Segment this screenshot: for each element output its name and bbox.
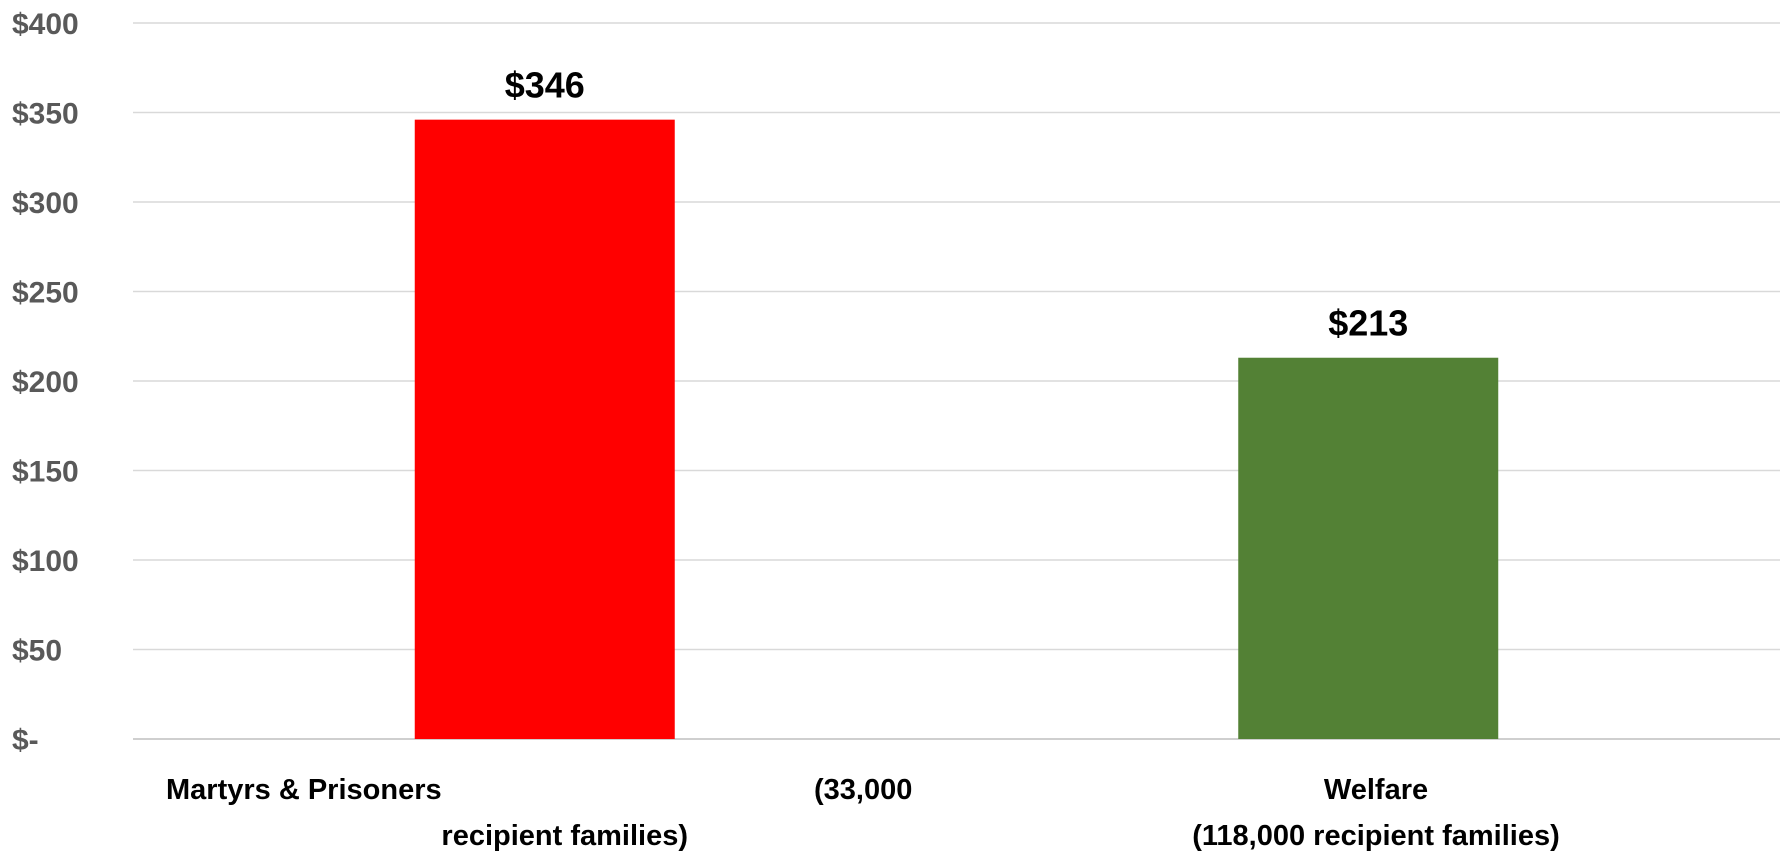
y-tick-label: $- [12, 724, 39, 757]
y-tick-label: $350 [12, 98, 79, 131]
bar-1 [415, 120, 675, 739]
category-label: Welfare [1324, 774, 1428, 806]
y-tick-label: $400 [12, 8, 79, 41]
category-labels: Martyrs & Prisoners (33,000 recipient fami… [166, 774, 1560, 852]
category-label: recipient families) [441, 820, 688, 852]
y-tick-label: $100 [12, 545, 79, 578]
y-tick-label: $50 [12, 635, 62, 668]
bar-2 [1238, 358, 1498, 739]
bars [415, 120, 1499, 739]
y-tick-label: $300 [12, 187, 79, 220]
y-tick-label: $150 [12, 456, 79, 489]
y-axis-ticks: $- $50 $100 $150 $200 $250 $300 $350 $400 [12, 8, 79, 757]
data-label: $213 [1328, 303, 1408, 344]
y-tick-label: $200 [12, 366, 79, 399]
category-label: (33,000 [814, 774, 912, 806]
y-tick-label: $250 [12, 277, 79, 310]
category-label: Martyrs & Prisoners [166, 774, 442, 806]
gridlines [133, 23, 1780, 739]
category-label: (118,000 recipient families) [1192, 820, 1560, 852]
data-label: $346 [505, 65, 585, 106]
